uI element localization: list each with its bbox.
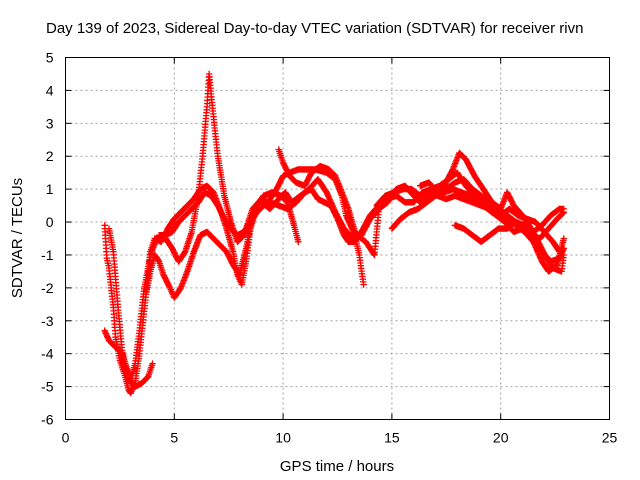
y-tick-label: -4 <box>41 346 54 362</box>
series-track-c <box>101 70 367 384</box>
tick-label-layer: 0 5 10 15 20 25 -6 -5 -4 -3 -2 -1 0 1 2 3 4 5 <box>41 50 617 446</box>
chart-title: Day 139 of 2023, Sidereal Day-to-day VTE… <box>46 20 583 37</box>
y-axis-label: SDTVAR / TECUs <box>9 178 26 298</box>
x-tick-label: 10 <box>275 430 291 446</box>
y-tick-label: 1 <box>46 181 54 197</box>
data-point <box>324 190 331 197</box>
y-tick-label: -1 <box>41 247 54 263</box>
y-tick-label: -5 <box>41 379 54 395</box>
y-tick-label: -6 <box>41 412 54 428</box>
data-point <box>333 214 340 221</box>
tick-layer <box>65 57 610 420</box>
series-track-a <box>101 182 302 397</box>
y-tick-label: 4 <box>46 82 54 98</box>
x-axis-label: GPS time / hours <box>280 458 394 475</box>
data-point <box>560 205 567 213</box>
series-track-i <box>417 176 567 236</box>
data-point <box>181 249 188 256</box>
data-point <box>360 281 367 288</box>
data-point <box>535 251 543 258</box>
y-tick-label: 3 <box>46 115 54 131</box>
y-tick-label: 2 <box>46 148 54 164</box>
data-point <box>155 257 162 264</box>
data-point <box>558 249 566 256</box>
data-marks-layer <box>101 70 567 397</box>
x-tick-label: 0 <box>62 430 70 446</box>
series-track-j <box>451 218 567 265</box>
data-point <box>560 235 567 242</box>
x-tick-label: 25 <box>602 430 618 446</box>
x-tick-label: 5 <box>170 430 178 446</box>
data-point <box>149 360 156 367</box>
data-point <box>295 238 302 245</box>
plot-frame <box>65 57 610 420</box>
y-tick-label: 0 <box>46 214 54 230</box>
data-point <box>103 331 110 339</box>
y-tick-label: -3 <box>41 313 54 329</box>
x-tick-label: 15 <box>384 430 400 446</box>
y-tick-label: 5 <box>46 50 54 66</box>
data-point <box>560 245 567 252</box>
y-tick-label: -2 <box>41 280 54 296</box>
x-tick-label: 20 <box>493 430 509 446</box>
